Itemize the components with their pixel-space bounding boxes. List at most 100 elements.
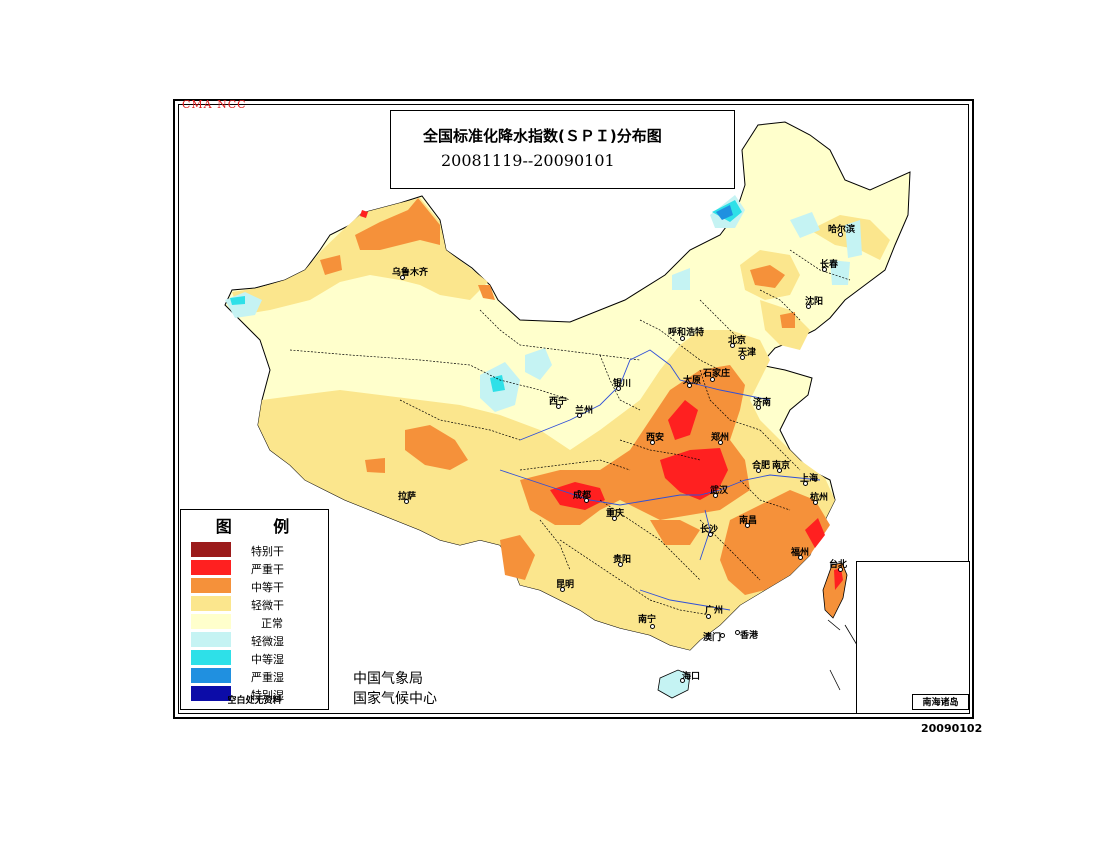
city-dot (838, 567, 843, 572)
city-label: 南宁 (638, 615, 657, 625)
city-dot (720, 633, 725, 638)
city-dot (740, 355, 745, 360)
city-label: 太原 (683, 376, 702, 386)
city-dot (708, 532, 713, 537)
city-label: 海口 (682, 672, 701, 682)
legend-item: 严重干 (191, 560, 325, 576)
legend-item: 特别干 (191, 542, 325, 558)
city-dot (718, 440, 723, 445)
legend-swatch (191, 560, 231, 575)
legend-item: 中等湿 (191, 650, 325, 666)
city-dot (813, 500, 818, 505)
legend-label: 中等湿 (251, 653, 284, 666)
inset-label: 南海诸岛 (912, 694, 969, 710)
city-label: 银川 (613, 379, 632, 389)
city-label: 郑州 (711, 433, 730, 443)
city-label: 北京 (728, 336, 747, 346)
city-label: 南京 (772, 461, 791, 471)
city-dot (838, 232, 843, 237)
city-dot (404, 499, 409, 504)
city-dot (584, 498, 589, 503)
city-label: 成都 (573, 491, 592, 501)
legend-item: 特别湿 (191, 686, 325, 702)
city-dot (618, 562, 623, 567)
issuer-line1: 中国气象局 (353, 671, 423, 687)
city-label: 兰州 (575, 406, 594, 416)
city-dot (616, 386, 621, 391)
city-dot (706, 614, 711, 619)
legend: 图 例 特别干 严重干 中等干 轻微干 正常 轻微湿 中等湿 严重湿 特别湿 空… (180, 509, 329, 710)
legend-item: 轻微湿 (191, 632, 325, 648)
legend-item: 正常 (191, 614, 325, 630)
city-dot (400, 275, 405, 280)
legend-label: 正常 (261, 617, 283, 630)
city-dot (798, 555, 803, 560)
legend-swatch (191, 614, 231, 629)
legend-swatch (191, 686, 231, 701)
legend-swatch (191, 596, 231, 611)
city-dot (756, 468, 761, 473)
legend-swatch (191, 578, 231, 593)
issue-date: 20090102 (921, 722, 983, 735)
city-label: 乌鲁木齐 (392, 268, 429, 278)
legend-label: 轻微干 (251, 599, 284, 612)
city-label: 石家庄 (703, 369, 731, 379)
map-period: 20081119--20090101 (441, 151, 615, 170)
city-dot (680, 678, 685, 683)
city-dot (822, 267, 827, 272)
legend-item: 轻微干 (191, 596, 325, 612)
city-dot (577, 413, 582, 418)
city-label: 呼和浩特 (668, 328, 705, 338)
city-dot (650, 440, 655, 445)
city-label: 长春 (820, 260, 839, 270)
issuer: 中国气象局 国家气候中心 (353, 669, 437, 709)
city-label: 长沙 (700, 525, 719, 535)
city-label: 拉萨 (398, 492, 417, 502)
map-inner-frame (178, 104, 969, 714)
agency-tag: CMA NCC (182, 98, 247, 111)
legend-label: 特别干 (251, 545, 284, 558)
city-dot (650, 624, 655, 629)
city-label: 哈尔滨 (828, 225, 856, 235)
south-china-sea-inset (856, 561, 970, 714)
city-dot (556, 404, 561, 409)
city-label: 西宁 (549, 397, 568, 407)
city-dot (756, 405, 761, 410)
title-box: 全国标准化降水指数(ＳＰＩ)分布图 20081119--20090101 (390, 110, 735, 189)
city-label: 福州 (791, 548, 810, 558)
city-label: 广州 (705, 606, 724, 616)
city-label: 合肥 (752, 461, 771, 471)
city-label: 沈阳 (805, 297, 824, 307)
city-dot (713, 493, 718, 498)
city-label: 澳门 (703, 633, 722, 643)
city-label: 杭州 (810, 493, 829, 503)
legend-item: 中等干 (191, 578, 325, 594)
city-label: 天津 (738, 348, 757, 358)
map-outer-frame (173, 99, 974, 719)
legend-label: 严重湿 (251, 671, 284, 684)
legend-item: 严重湿 (191, 668, 325, 684)
issuer-line2: 国家气候中心 (353, 691, 437, 707)
city-dot (612, 516, 617, 521)
city-label: 台北 (829, 560, 848, 570)
city-label: 西安 (646, 433, 665, 443)
map-title: 全国标准化降水指数(ＳＰＩ)分布图 (423, 127, 662, 145)
city-label: 济南 (753, 398, 772, 408)
city-label: 武汉 (710, 486, 729, 496)
city-label: 昆明 (556, 580, 575, 590)
city-label: 重庆 (606, 509, 625, 519)
legend-label: 中等干 (251, 581, 284, 594)
legend-swatch (191, 668, 231, 683)
city-label: 南昌 (739, 516, 758, 526)
city-dot (560, 587, 565, 592)
city-dot (710, 377, 715, 382)
city-label: 上海 (800, 474, 819, 484)
legend-title: 图 例 (215, 517, 308, 536)
legend-label: 严重干 (251, 563, 284, 576)
legend-swatch (191, 542, 231, 557)
city-dot (687, 383, 692, 388)
legend-note: 空白处无资料 (227, 696, 282, 706)
city-dot (803, 481, 808, 486)
city-dot (745, 523, 750, 528)
